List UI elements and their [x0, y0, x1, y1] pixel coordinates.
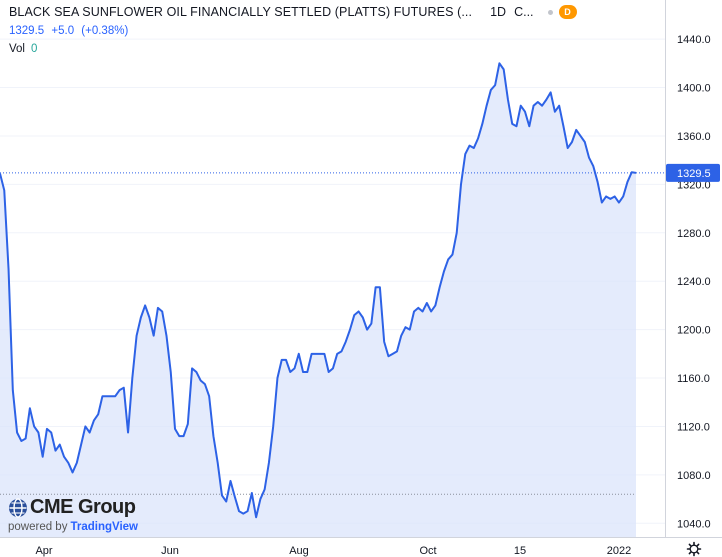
- x-tick-label: Apr: [35, 545, 52, 557]
- price-series-line[interactable]: [0, 62, 637, 519]
- x-tick-label: Aug: [289, 545, 309, 557]
- cme-logo: CME Group: [8, 496, 138, 519]
- y-tick-label: 1200.0: [677, 325, 711, 337]
- y-tick-label: 1080.0: [677, 470, 711, 482]
- last-price-tag: 1329.5: [666, 163, 720, 182]
- cme-globe-icon: [9, 497, 27, 518]
- y-tick-label: 1040.0: [677, 518, 711, 530]
- y-tick-label: 1320.0: [677, 179, 711, 191]
- watermark: CME Group powered by TradingView: [8, 496, 138, 533]
- price-area: [0, 63, 636, 538]
- price-change-percent: (+0.38%): [81, 25, 129, 37]
- x-tick-label: Jun: [161, 545, 179, 557]
- x-tick-label: 2022: [607, 545, 631, 557]
- x-tick-label: 15: [514, 545, 526, 557]
- powered-by-prefix: powered by: [8, 521, 68, 533]
- y-tick-label: 1400.0: [677, 83, 711, 95]
- last-price-value: 1329.5: [9, 25, 45, 37]
- y-tick-label: 1120.0: [677, 421, 710, 433]
- tradingview-link[interactable]: TradingView: [70, 521, 138, 533]
- volume-row: Vol 0: [9, 43, 577, 55]
- quote-row: 1329.5 +5.0 (+0.38%): [9, 25, 577, 37]
- y-tick-label: 1160.0: [677, 373, 710, 385]
- y-tick-label: 1280.0: [677, 228, 711, 240]
- y-tick-label: 1440.0: [677, 34, 711, 46]
- price-change: +5.0: [51, 25, 75, 37]
- x-tick-label: Oct: [419, 545, 436, 557]
- y-tick-label: 1240.0: [677, 276, 711, 288]
- volume-value: 0: [31, 43, 38, 55]
- y-tick-label: 1360.0: [677, 131, 711, 143]
- legend-title-row: BLACK SEA SUNFLOWER OIL FINANCIALLY SETT…: [9, 4, 577, 20]
- gear-icon[interactable]: [686, 541, 702, 557]
- cme-group-text: CME Group: [30, 496, 136, 518]
- last-price-tag-label: 1329.5: [677, 168, 711, 180]
- symbol-title[interactable]: BLACK SEA SUNFLOWER OIL FINANCIALLY SETT…: [9, 5, 473, 19]
- chart-legend: BLACK SEA SUNFLOWER OIL FINANCIALLY SETT…: [9, 4, 577, 55]
- status-dot-icon: [547, 9, 553, 15]
- delayed-data-badge[interactable]: D: [558, 5, 577, 19]
- powered-by: powered by TradingView: [8, 521, 138, 533]
- interval-label[interactable]: 1D: [490, 5, 507, 19]
- volume-label: Vol: [9, 43, 25, 55]
- exchange-label: C...: [514, 5, 534, 19]
- x-axis[interactable]: Apr Jun Aug Oct 15 2022: [35, 545, 631, 557]
- y-axis[interactable]: 1040.0 1080.0 1120.0 1160.0 1200.0 1240.0 1280…: [677, 34, 711, 530]
- last-price-tag-bg: [666, 163, 720, 182]
